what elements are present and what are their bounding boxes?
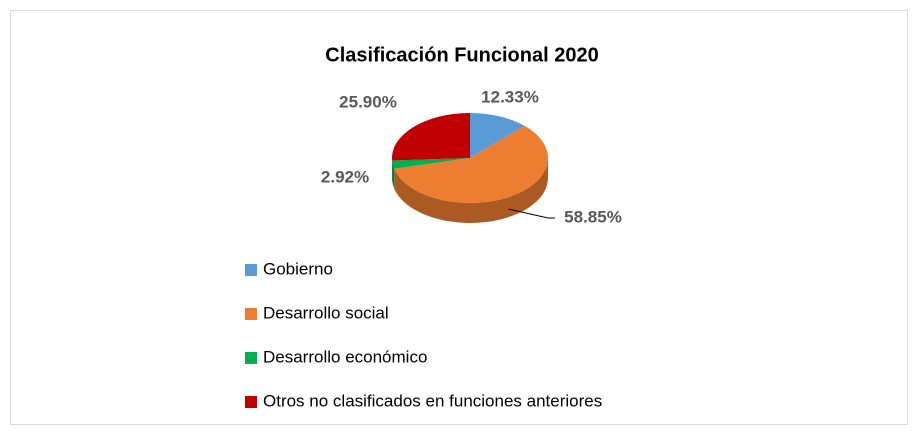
slice [394,125,548,203]
legend-swatch [245,352,257,364]
slice [392,113,470,161]
legend-swatch [245,264,257,276]
value-label: 25.90% [339,92,397,111]
value-label: 58.85% [564,207,622,226]
value-label: 2.92% [321,167,369,186]
legend-swatch [245,396,257,408]
chart-title: Clasificación Funcional 2020 [325,44,598,66]
slice-side [394,158,548,223]
legend-label: Desarrollo económico [263,347,427,366]
legend-label: Gobierno [263,259,333,278]
legend-swatch [245,308,257,320]
legend-label: Otros no clasificados en funciones anter… [263,391,602,410]
slice-side [392,160,395,189]
slice [470,113,525,158]
legend-label: Desarrollo social [263,303,389,322]
leader-line [508,208,555,219]
slice [392,158,470,169]
value-label: 12.33% [481,87,539,106]
